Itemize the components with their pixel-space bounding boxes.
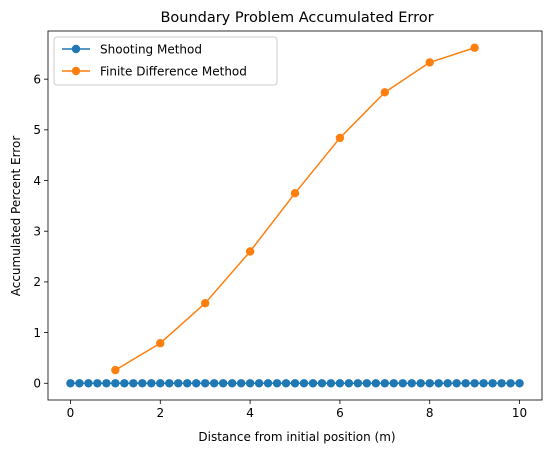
data-point <box>209 379 219 388</box>
data-point <box>93 379 102 388</box>
data-point <box>488 379 497 388</box>
x-tick-label: 6 <box>336 406 344 420</box>
data-point <box>200 379 210 388</box>
legend-marker <box>71 66 81 76</box>
data-point <box>84 379 93 388</box>
data-point <box>272 379 282 388</box>
data-point <box>227 379 237 388</box>
data-point <box>192 379 201 388</box>
legend-label: Finite Difference Method <box>100 64 247 78</box>
data-point <box>254 379 264 388</box>
x-axis-label: Distance from initial position (m) <box>198 430 395 444</box>
data-point <box>147 379 156 388</box>
legend-marker <box>71 44 81 54</box>
data-point <box>380 379 390 388</box>
y-tick-label: 0 <box>33 377 41 391</box>
data-point <box>389 379 398 388</box>
x-tick-label: 2 <box>156 406 164 420</box>
axes: 0 2 4 6 8 10 0 1 2 3 4 5 6 <box>33 30 543 420</box>
data-point <box>290 379 300 388</box>
data-point <box>281 379 291 388</box>
data-point <box>75 379 84 388</box>
data-point <box>183 379 192 388</box>
data-point <box>497 379 506 388</box>
data-point <box>263 379 273 388</box>
axes-frame <box>47 30 543 401</box>
data-point <box>120 379 129 388</box>
data-point <box>470 379 479 388</box>
y-tick-label: 1 <box>33 326 41 340</box>
data-point <box>506 379 515 388</box>
data-point <box>299 379 309 388</box>
legend-box <box>53 36 278 86</box>
data-point <box>326 379 336 388</box>
data-point <box>156 379 165 388</box>
data-point <box>317 379 327 388</box>
data-point <box>335 379 345 388</box>
data-point <box>111 379 120 388</box>
data-point <box>398 379 407 388</box>
data-point <box>443 379 452 388</box>
data-point <box>156 339 165 348</box>
data-point <box>218 379 228 388</box>
data-point <box>470 43 479 52</box>
data-point <box>452 379 461 388</box>
y-tick-label: 3 <box>33 225 41 239</box>
data-point <box>129 379 138 388</box>
legend-label: Shooting Method <box>100 42 202 56</box>
data-point <box>236 379 246 388</box>
x-tick-label: 8 <box>426 406 434 420</box>
data-point <box>407 379 416 388</box>
data-point <box>416 379 425 388</box>
data-point <box>102 379 111 388</box>
legend: Shooting Method Finite Difference Method <box>53 36 278 86</box>
data-point <box>515 379 524 388</box>
y-tick-label: 5 <box>33 123 41 137</box>
data-point <box>425 58 434 67</box>
data-point <box>380 88 390 97</box>
data-point <box>479 379 488 388</box>
data-point <box>111 365 120 375</box>
data-point <box>362 379 372 388</box>
x-tick-label: 4 <box>246 406 254 420</box>
data-point <box>353 379 363 388</box>
data-point <box>66 379 75 388</box>
y-tick-label: 4 <box>33 174 41 188</box>
x-tick-label: 10 <box>512 406 527 420</box>
y-tick-label: 2 <box>33 275 41 289</box>
data-point <box>245 379 255 388</box>
plot-area <box>66 43 524 388</box>
y-axis-label: Accumulated Percent Error <box>9 136 23 297</box>
y-tick-label: 6 <box>33 72 41 86</box>
data-point <box>165 379 174 388</box>
data-point <box>371 379 381 388</box>
chart-title: Boundary Problem Accumulated Error <box>160 10 433 26</box>
data-point <box>174 379 183 388</box>
data-point <box>335 133 345 143</box>
data-point <box>434 379 443 388</box>
x-tick-label: 0 <box>67 406 75 420</box>
data-point <box>425 379 434 388</box>
series-line <box>114 46 476 371</box>
data-point <box>200 298 210 308</box>
data-point <box>308 379 318 388</box>
data-point <box>138 379 147 388</box>
data-point <box>290 188 300 198</box>
data-point <box>245 247 255 256</box>
data-point <box>461 379 470 388</box>
data-point <box>344 379 354 388</box>
